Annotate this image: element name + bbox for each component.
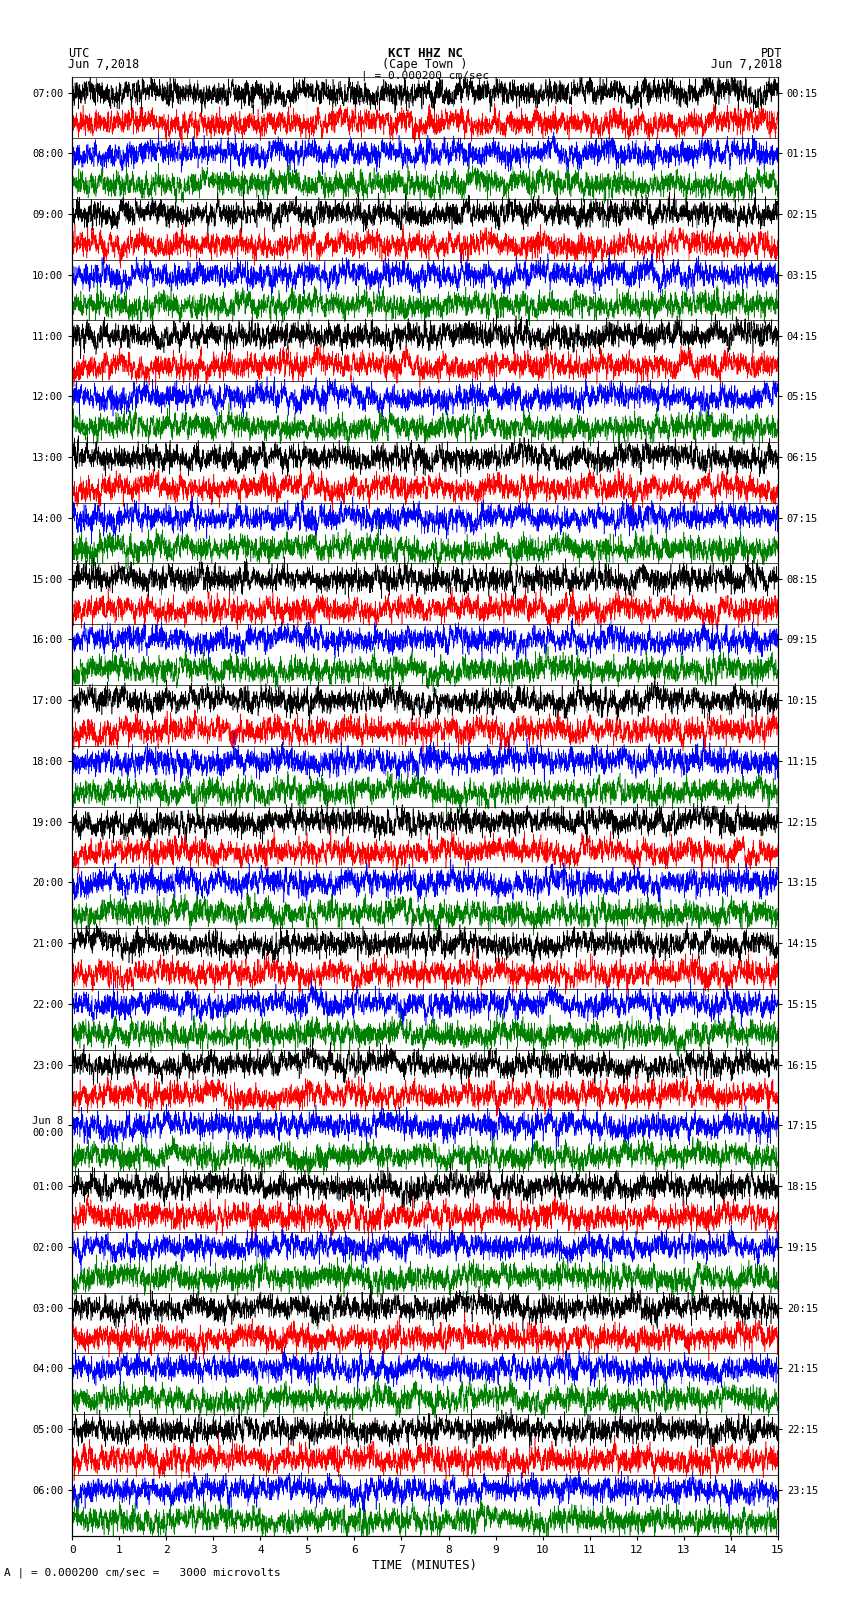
Text: (Cape Town ): (Cape Town )	[382, 58, 468, 71]
Text: KCT HHZ NC: KCT HHZ NC	[388, 47, 462, 60]
Text: UTC: UTC	[68, 47, 89, 60]
Text: A | = 0.000200 cm/sec =   3000 microvolts: A | = 0.000200 cm/sec = 3000 microvolts	[4, 1566, 281, 1578]
Text: Jun 7,2018: Jun 7,2018	[711, 58, 782, 71]
X-axis label: TIME (MINUTES): TIME (MINUTES)	[372, 1558, 478, 1571]
Text: | = 0.000200 cm/sec: | = 0.000200 cm/sec	[361, 71, 489, 82]
Text: Jun 7,2018: Jun 7,2018	[68, 58, 139, 71]
Text: PDT: PDT	[761, 47, 782, 60]
